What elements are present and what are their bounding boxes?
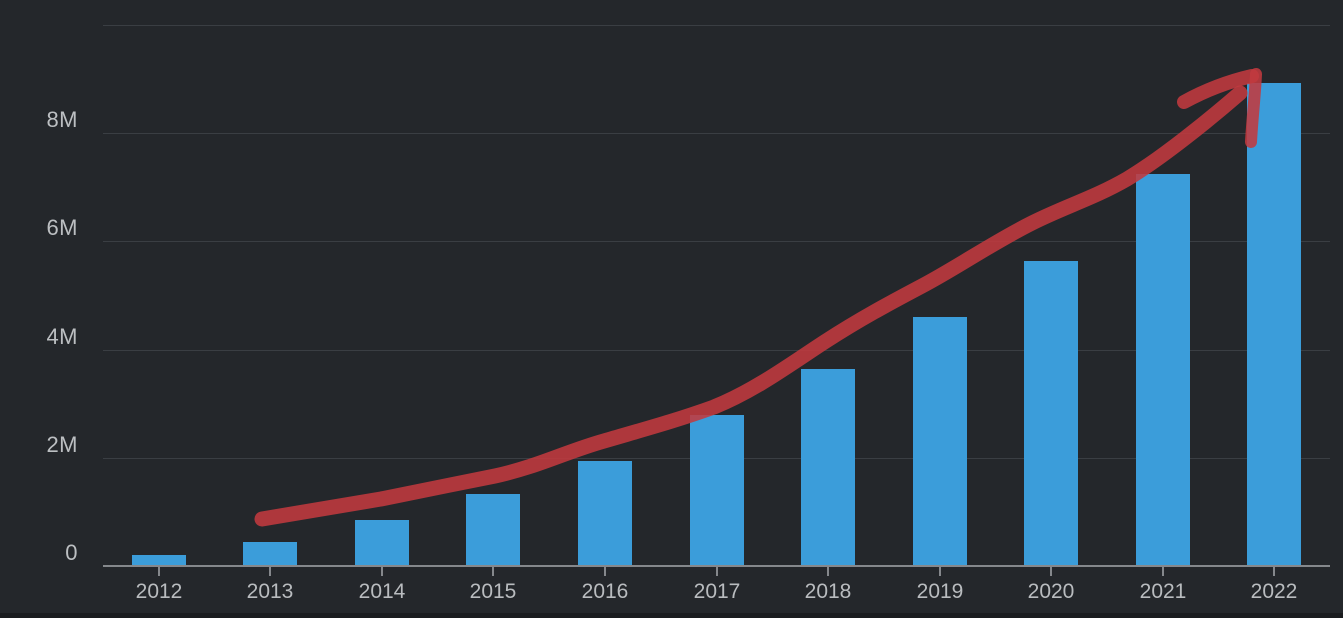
- x-axis-tick: [492, 567, 494, 576]
- bottom-edge-strip: [0, 613, 1343, 618]
- x-axis-tick: [827, 567, 829, 576]
- x-axis-label-2018: 2018: [804, 580, 852, 603]
- trend-arrow-barb-left: [1177, 69, 1259, 109]
- bar-2020: [1024, 261, 1078, 566]
- bar-2017: [690, 415, 744, 566]
- trend-arrow-shaft: [254, 85, 1248, 527]
- bar-2019: [913, 317, 967, 566]
- bar-2016: [578, 461, 632, 566]
- x-axis-label-2015: 2015: [469, 580, 517, 603]
- x-axis-tick: [716, 567, 718, 576]
- x-axis-label-2022: 2022: [1250, 580, 1298, 603]
- x-axis-tick: [1050, 567, 1052, 576]
- x-axis-label-2017: 2017: [693, 580, 741, 603]
- x-axis-label-2019: 2019: [916, 580, 964, 603]
- x-axis-label-2016: 2016: [581, 580, 629, 603]
- bar-2012: [132, 555, 186, 566]
- gridline: [103, 133, 1330, 134]
- bar-2013: [243, 542, 297, 566]
- x-axis-line: [103, 565, 1330, 567]
- y-axis-label: 6M: [46, 215, 78, 240]
- y-axis-label: 8M: [46, 107, 78, 132]
- y-axis-label: 0: [65, 540, 78, 565]
- y-axis-label: 2M: [46, 432, 78, 457]
- x-axis-tick: [269, 567, 271, 576]
- x-axis-tick: [158, 567, 160, 576]
- bar-2014: [355, 520, 409, 566]
- y-axis-label: 4M: [46, 324, 78, 349]
- x-axis-tick: [939, 567, 941, 576]
- x-axis-tick: [381, 567, 383, 576]
- gridline: [103, 25, 1330, 26]
- bar-2018: [801, 369, 855, 566]
- x-axis-tick: [1273, 567, 1275, 576]
- x-axis-label-2012: 2012: [135, 580, 183, 603]
- x-axis-label-2021: 2021: [1139, 580, 1187, 603]
- x-axis-label-2013: 2013: [246, 580, 294, 603]
- bar-2015: [466, 494, 520, 566]
- x-axis-label-2020: 2020: [1027, 580, 1075, 603]
- bar-2021: [1136, 174, 1190, 566]
- x-axis-label-2014: 2014: [358, 580, 406, 603]
- x-axis-tick: [1162, 567, 1164, 576]
- x-axis-tick: [604, 567, 606, 576]
- bar-2022: [1247, 83, 1301, 566]
